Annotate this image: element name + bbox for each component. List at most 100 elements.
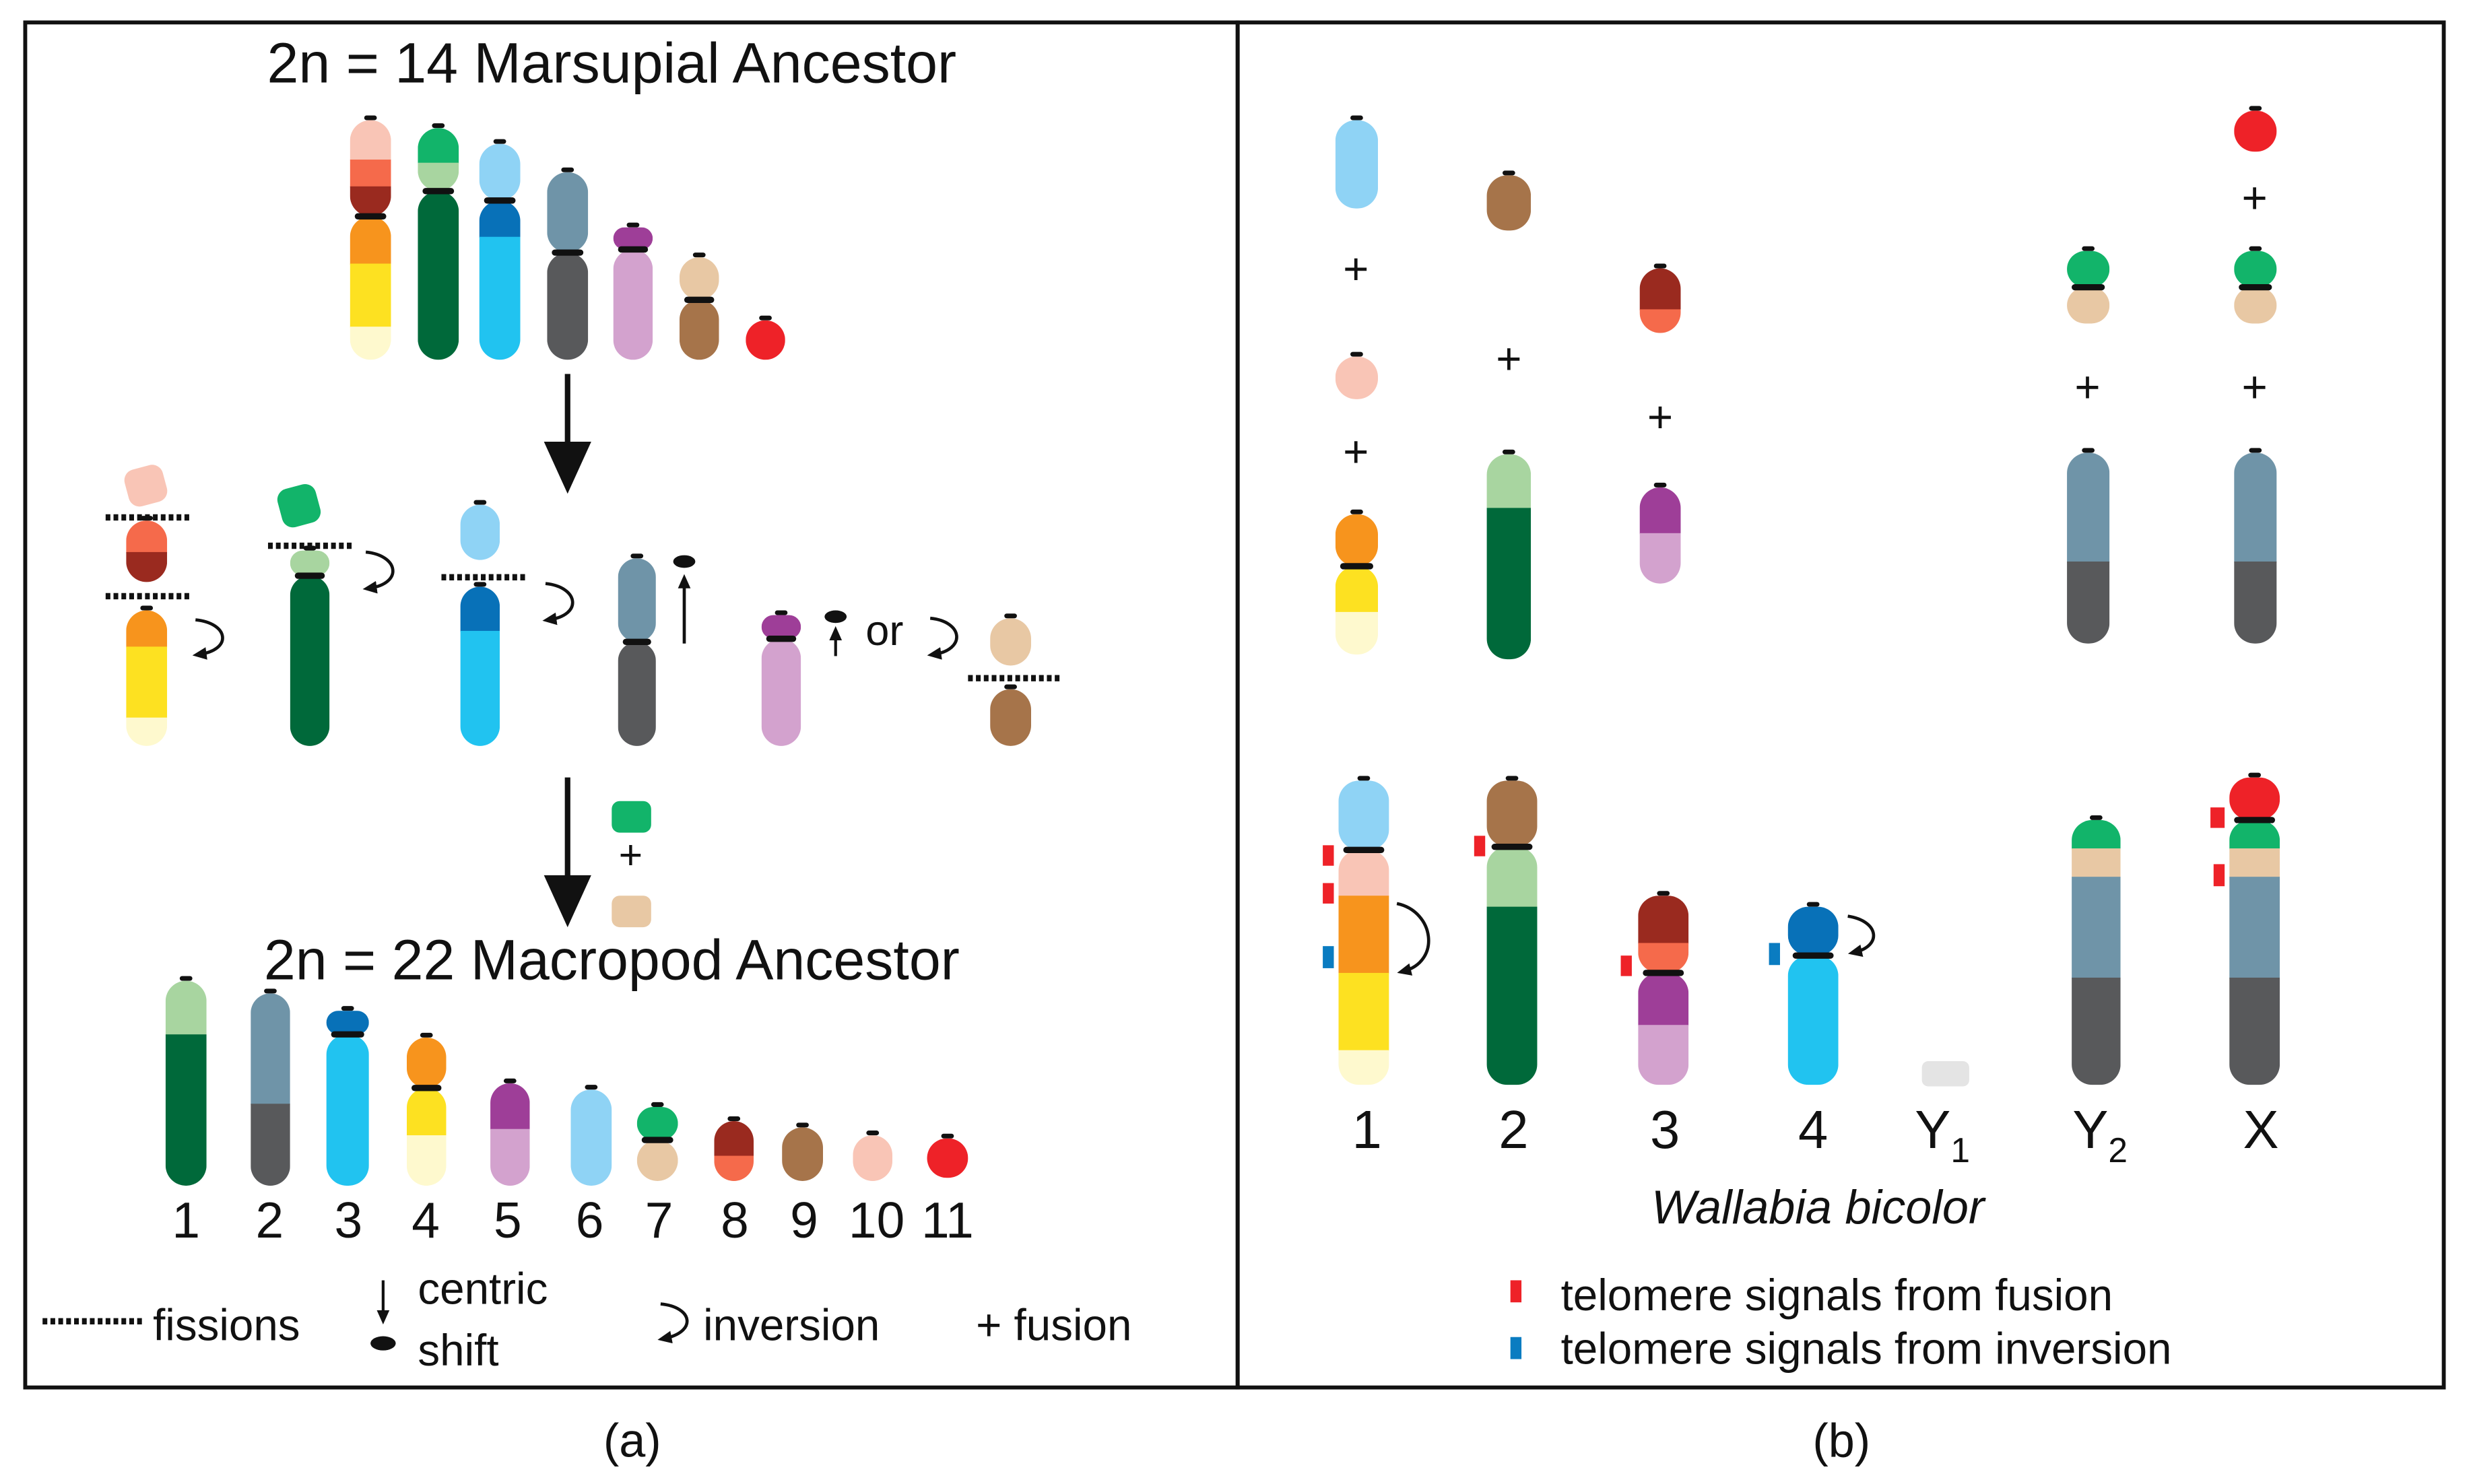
chromosome-band [2229, 777, 2280, 820]
chromosome [460, 582, 500, 746]
inversion-arrow [542, 582, 574, 626]
chromosome-label: X [2243, 1100, 2278, 1159]
telomere-cap [341, 1006, 354, 1011]
inversion-symbol-icon [657, 1302, 689, 1344]
chromosome [2234, 106, 2277, 152]
chromosome [927, 1133, 968, 1178]
chromosome-band [1338, 1050, 1389, 1085]
wallabia-karyotype [1338, 772, 2280, 1087]
legend-fusion: + fusion [976, 1300, 1131, 1349]
telomere-cap [473, 582, 487, 587]
telomere-cap [1657, 891, 1670, 896]
centromere-icon [370, 1336, 396, 1351]
centromere [766, 635, 797, 642]
centromere [684, 296, 715, 304]
chromosome-band [2067, 452, 2110, 563]
chromosome-band [126, 610, 168, 648]
chromosome-band [126, 551, 168, 582]
inversion-arrow [362, 550, 395, 594]
macropod-number-labels: 1 2 3 4 5 6 7 8 9 10 11 [172, 1192, 973, 1248]
telomere-cap [179, 976, 193, 981]
wallabia-labels: 1 2 3 4 Y1 Y2 X [1352, 1100, 2279, 1170]
chromosome [124, 465, 168, 507]
telomere-cap [473, 500, 487, 505]
chromosome-band [418, 191, 459, 360]
chromosome-band [1335, 356, 1379, 399]
chromosome-band [350, 160, 391, 188]
chromosome-label: 3 [1650, 1100, 1680, 1159]
chromosome [479, 139, 521, 360]
chromosome-number: 6 [576, 1192, 604, 1248]
fusion-plus: + [619, 832, 643, 877]
telomere-cap [561, 167, 574, 172]
chromosome [612, 896, 651, 928]
plus-sign: + [2074, 363, 2100, 412]
chromosome-band [2067, 561, 2110, 644]
legend-telomere-fusion: telomere signals from fusion [1561, 1271, 2113, 1320]
chromosome [277, 483, 321, 528]
centromere [622, 638, 651, 646]
arrowhead-1 [544, 442, 591, 494]
chromosome [679, 252, 719, 360]
plus-sign: + [1496, 334, 1521, 383]
telomere-cap [796, 1122, 809, 1128]
marsupial-karyotype [350, 115, 785, 360]
telomere-cap [364, 115, 377, 121]
chromosome-band [2234, 287, 2277, 324]
chromosome-number: 5 [494, 1192, 522, 1248]
telomere-cap [2089, 815, 2103, 820]
chromosome-label: Y1 [1915, 1100, 1970, 1170]
chromosome-band [326, 1011, 369, 1035]
chromosome-band [2234, 250, 2277, 288]
chromosome-band [418, 128, 459, 164]
telomere-cap [651, 1102, 664, 1107]
chromosome [1486, 449, 1532, 660]
chromosome-band [126, 717, 168, 746]
chromosome-band [126, 646, 168, 719]
chromosome-band [1638, 943, 1689, 973]
chromosome [460, 500, 500, 560]
plus-sign: + [1343, 427, 1369, 476]
telomere-cap [585, 1085, 598, 1090]
chromosome-band [350, 120, 391, 161]
chromosome-band [460, 630, 500, 746]
chromosome-band [761, 638, 801, 746]
legend-shift: shift [418, 1326, 498, 1375]
chromosome [2067, 246, 2110, 324]
chromosome [636, 1102, 678, 1181]
centromere [412, 1085, 442, 1091]
chromosome-band [479, 200, 521, 238]
chromosome [1338, 776, 1389, 1085]
chromosome-band [2229, 848, 2280, 878]
chromosome-band [126, 520, 168, 553]
caption-a: (a) [603, 1414, 661, 1467]
telomere-cap [503, 1078, 517, 1083]
chromosome [1639, 482, 1681, 584]
chromosome [2072, 815, 2121, 1085]
chromosome-label: Y2 [2072, 1100, 2128, 1170]
telomere-cap [759, 315, 772, 321]
chromosome [2234, 246, 2277, 324]
telomere-fusion-mark [2213, 864, 2225, 887]
chromosome-band [1486, 508, 1532, 660]
telomere-cap [866, 1131, 880, 1136]
chromosome-band [1486, 846, 1538, 908]
chromosome-band [1787, 906, 1839, 956]
telomere-cap [1806, 902, 1820, 907]
centromere [331, 1031, 364, 1038]
telomere-cap [2249, 448, 2262, 453]
chromosome [612, 801, 651, 833]
telomere-fusion-mark [1323, 883, 1334, 904]
chromosome-band [714, 1155, 754, 1181]
chromosome [1639, 263, 1681, 333]
centromere [2072, 283, 2105, 291]
telomere-cap [692, 252, 706, 258]
chromosome [613, 222, 653, 360]
chromosome-band [251, 993, 290, 1105]
telomere-inversion-mark [1769, 943, 1780, 966]
centromere [1643, 970, 1684, 976]
chromosome [251, 988, 290, 1186]
chromosome-band [1638, 1025, 1689, 1085]
chromosome-band [2229, 819, 2280, 850]
chromosome-band [2072, 977, 2121, 1085]
